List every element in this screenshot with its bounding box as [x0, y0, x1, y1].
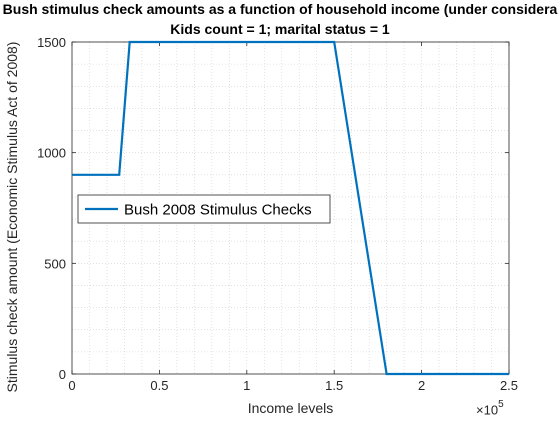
y-tick-label: 1500 [37, 35, 66, 50]
y-tick-label: 500 [44, 256, 66, 271]
x-tick-label: 2 [418, 378, 425, 393]
x-tick-label: 1 [243, 378, 250, 393]
y-tick-label: 1000 [37, 146, 66, 161]
x-axis-exponent: ×105 [476, 399, 504, 418]
legend-box [77, 194, 331, 224]
series-line [72, 40, 509, 376]
chart-subtitle: Kids count = 1; marital status = 1 [170, 21, 390, 37]
y-tick-label: 0 [59, 367, 66, 382]
x-axis-exponent-base: ×10 [476, 402, 499, 418]
legend-label: Bush 2008 Stimulus Checks [124, 202, 312, 219]
x-tick-label: 0 [68, 378, 75, 393]
x-axis-label: Income levels [247, 400, 334, 416]
x-axis-exponent-power: 5 [498, 399, 504, 410]
x-tick-label: 1.5 [325, 378, 343, 393]
x-tick-label: 0.5 [150, 378, 168, 393]
x-tick-label: 2.5 [500, 378, 518, 393]
y-axis-label: Stimulus check amount (Economic Stimulus… [4, 41, 20, 393]
chart-title: Bush stimulus check amounts as a functio… [2, 1, 558, 17]
